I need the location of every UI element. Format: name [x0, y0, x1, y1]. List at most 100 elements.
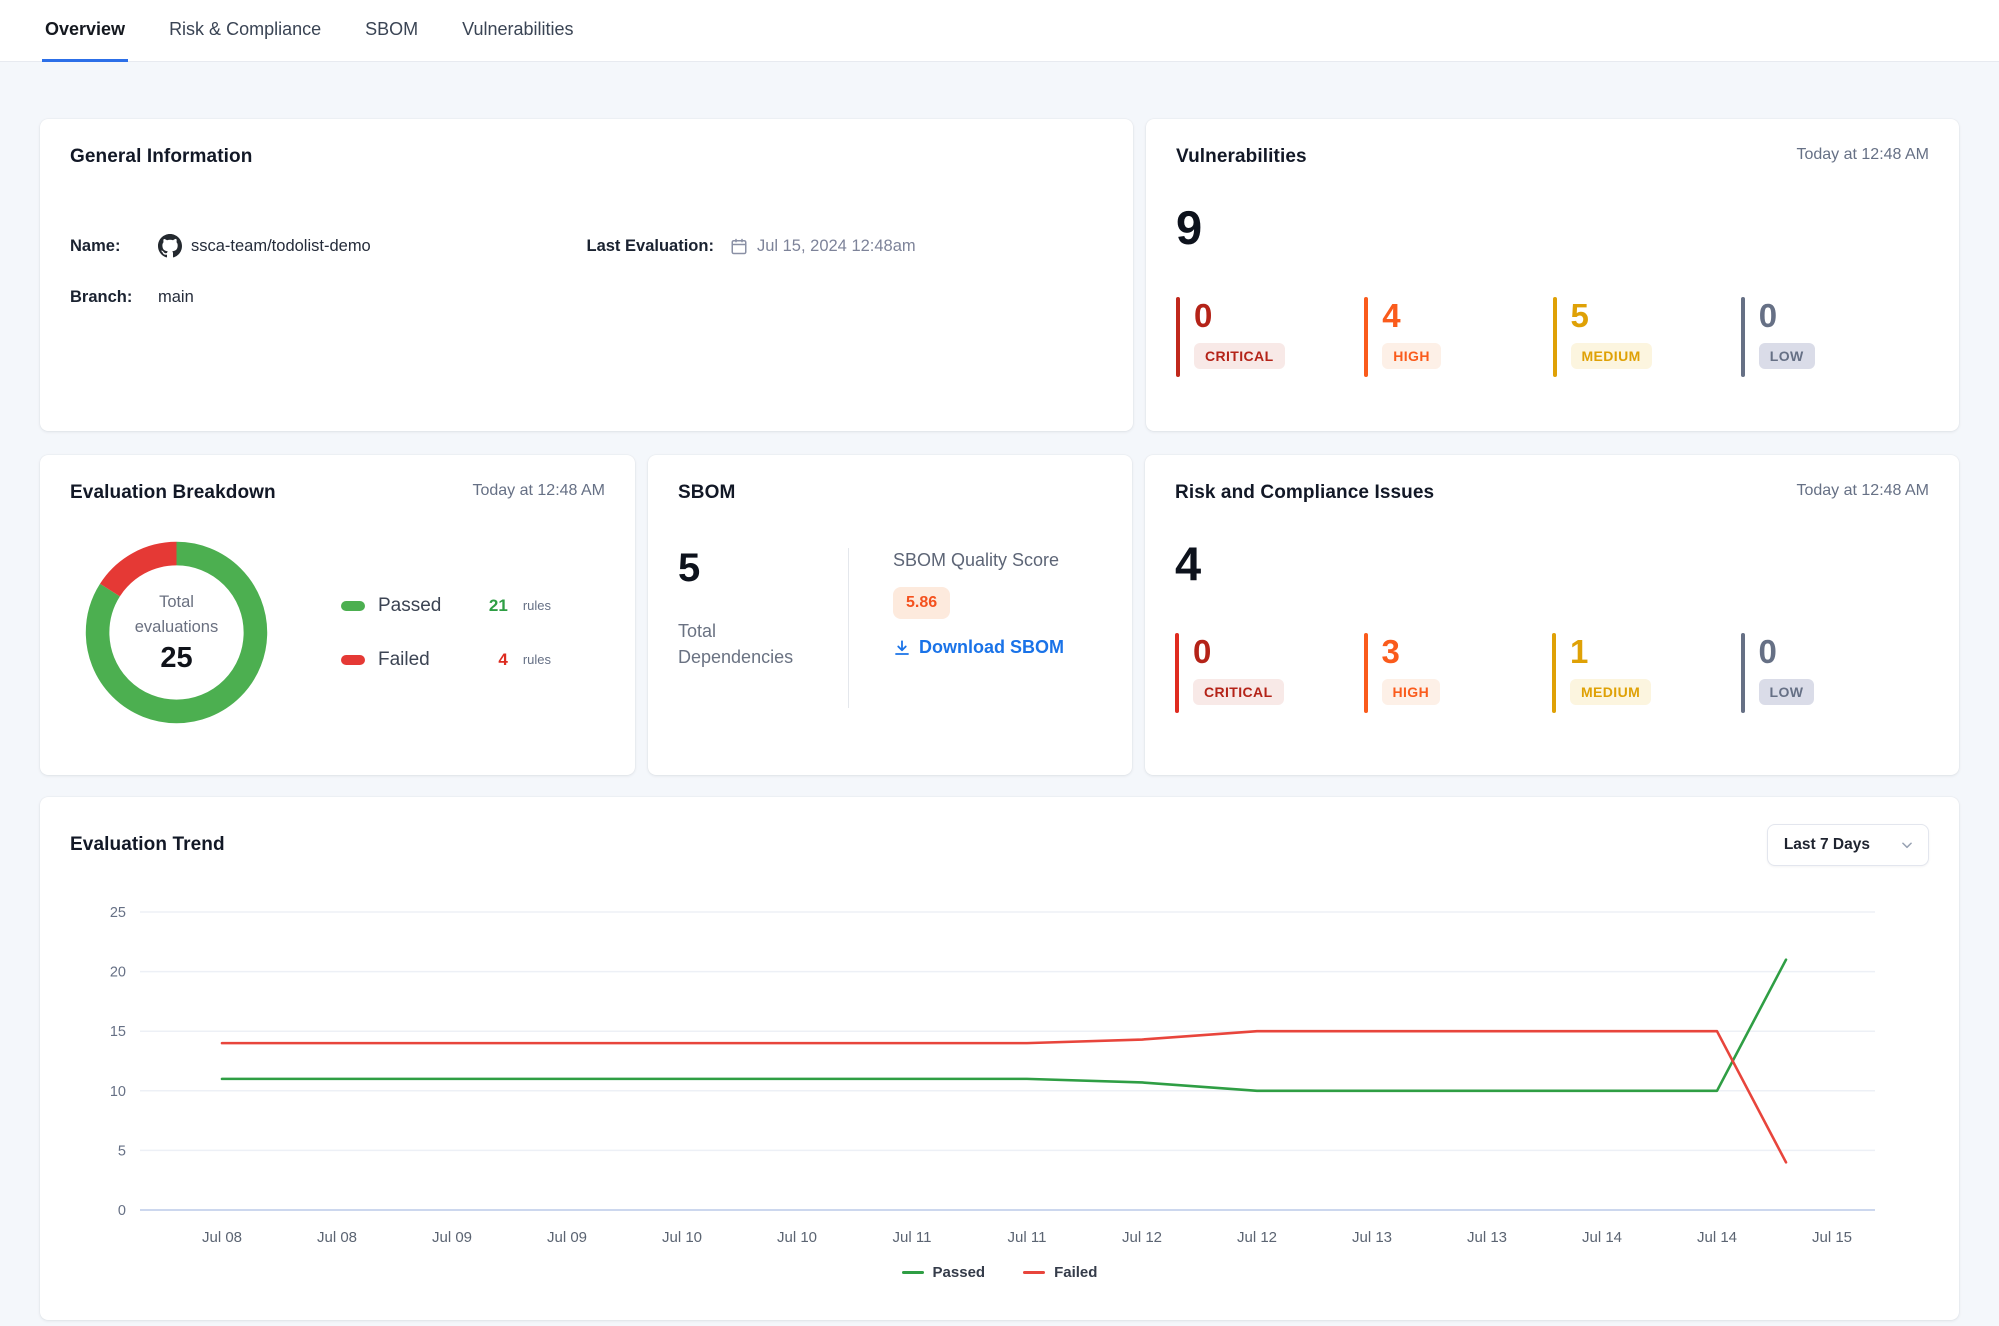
severity-badge: CRITICAL — [1193, 679, 1284, 705]
svg-text:Jul 10: Jul 10 — [777, 1229, 817, 1246]
trend-legend-label: Failed — [1054, 1264, 1098, 1281]
sbom-divider — [848, 548, 849, 708]
trend-chart: 0 5 10 15 20 25 Jul 08 Jul 08 Jul 09 Jul 09 Jul 10… — [70, 892, 1929, 1260]
severity-bar — [1175, 633, 1179, 713]
page-content: General Information Name: ssca-team/todo… — [0, 119, 1999, 1320]
vulnerabilities-severity-row: 0 CRITICAL 4 HIGH 5 MEDIUM 0 LOW — [1176, 297, 1929, 377]
tab-sbom[interactable]: SBOM — [365, 19, 419, 39]
svg-text:Jul 14: Jul 14 — [1582, 1229, 1622, 1246]
severity-count: 4 — [1382, 297, 1401, 334]
sbom-title: SBOM — [678, 482, 736, 503]
risk-compliance-card: Risk and Compliance Issues Today at 12:4… — [1145, 455, 1959, 775]
donut-center-label: Total evaluations — [134, 592, 219, 636]
last-evaluation-value: Jul 15, 2024 12:48am — [756, 236, 916, 255]
total-dependencies-value: 5 — [678, 546, 701, 590]
severity-badge: CRITICAL — [1194, 343, 1285, 369]
evaluations-donut-chart: Total evaluations 25 — [74, 530, 279, 735]
trend-line-passed — [220, 958, 1788, 1093]
svg-text:0: 0 — [118, 1203, 126, 1219]
tab-risk-compliance[interactable]: Risk & Compliance — [169, 19, 322, 39]
sbom-card: SBOM 5 Total Dependencies SBOM Quality S… — [648, 455, 1132, 775]
severity-bar — [1740, 297, 1745, 377]
svg-text:5: 5 — [118, 1143, 126, 1159]
svg-text:20: 20 — [110, 965, 126, 981]
severity-count: 0 — [1758, 633, 1777, 670]
severity-item-medium: 1 MEDIUM — [1552, 633, 1741, 713]
svg-text:25: 25 — [110, 905, 126, 921]
tab-bar: Overview Risk & Compliance SBOM Vulnerabili… — [0, 0, 1999, 62]
severity-item-critical: 0 CRITICAL — [1176, 297, 1364, 377]
sbom-quality-score-badge: 5.86 — [893, 587, 951, 619]
download-sbom-label: Download SBOM — [919, 637, 1064, 657]
severity-item-high: 3 HIGH — [1363, 633, 1553, 713]
severity-badge: MEDIUM — [1570, 343, 1652, 369]
evaluation-breakdown-card: Evaluation Breakdown Today at 12:48 AM T… — [40, 455, 635, 775]
last-evaluation-row: Last Evaluation: Jul 15, 2024 12:48am — [587, 234, 1104, 258]
donut-total-value: 25 — [160, 642, 193, 675]
severity-count: 3 — [1381, 633, 1400, 670]
svg-text:Jul 10: Jul 10 — [662, 1229, 702, 1246]
severity-count: 0 — [1194, 297, 1213, 334]
risk-severity-row: 0 CRITICAL 3 HIGH 1 MEDIUM 0 LOW — [1175, 633, 1929, 713]
svg-text:Jul 12: Jul 12 — [1122, 1229, 1162, 1246]
repo-name-value: ssca-team/todolist-demo — [191, 236, 371, 255]
svg-text:Jul 11: Jul 11 — [893, 1229, 932, 1246]
vulnerabilities-title: Vulnerabilities — [1176, 146, 1307, 167]
legend-unit: rules — [522, 652, 551, 667]
tab-overview[interactable]: Overview — [42, 0, 129, 62]
vulnerabilities-timestamp: Today at 12:48 AM — [1796, 146, 1929, 163]
severity-badge: HIGH — [1382, 343, 1441, 369]
repo-name-row: Name: ssca-team/todolist-demo — [70, 234, 587, 258]
legend-value: 4 — [498, 649, 508, 669]
severity-bar — [1552, 297, 1557, 377]
evaluation-breakdown-title: Evaluation Breakdown — [70, 482, 276, 503]
trend-legend-failed: Failed — [1023, 1264, 1097, 1281]
legend-label: Failed — [378, 648, 430, 670]
evaluation-breakdown-timestamp: Today at 12:48 AM — [472, 482, 605, 499]
svg-text:Jul 13: Jul 13 — [1352, 1229, 1392, 1246]
tab-vulnerabilities[interactable]: Vulnerabilities — [462, 19, 574, 39]
legend-unit: rules — [522, 598, 551, 613]
severity-badge: MEDIUM — [1570, 679, 1652, 705]
sbom-quality-score-label: SBOM Quality Score — [893, 550, 1060, 570]
risk-compliance-total: 4 — [1175, 537, 1202, 590]
branch-label: Branch: — [70, 288, 133, 306]
trend-legend-passed: Passed — [901, 1264, 986, 1281]
severity-count: 5 — [1570, 297, 1589, 334]
date-range-value: Last 7 Days — [1783, 836, 1870, 853]
vulnerabilities-card: Vulnerabilities Today at 12:48 AM 9 0 CRI… — [1146, 119, 1959, 431]
svg-text:Jul 08: Jul 08 — [317, 1229, 357, 1246]
vulnerabilities-total: 9 — [1176, 201, 1203, 254]
severity-count: 0 — [1193, 633, 1212, 670]
severity-bar — [1176, 297, 1180, 377]
svg-text:15: 15 — [110, 1024, 126, 1040]
svg-text:Jul 13: Jul 13 — [1467, 1229, 1507, 1246]
svg-text:Jul 14: Jul 14 — [1697, 1229, 1737, 1246]
severity-item-high: 4 HIGH — [1364, 297, 1552, 377]
branch-value: main — [158, 288, 194, 306]
svg-text:Jul 11: Jul 11 — [1008, 1229, 1047, 1246]
evaluation-trend-card: Evaluation Trend Last 7 Days 0 5 10 15 20 25 J… — [40, 797, 1959, 1320]
date-range-dropdown[interactable]: Last 7 Days — [1766, 824, 1929, 866]
severity-item-low: 0 LOW — [1740, 297, 1929, 377]
severity-bar — [1552, 633, 1556, 713]
svg-text:Jul 15: Jul 15 — [1812, 1229, 1852, 1246]
risk-compliance-timestamp: Today at 12:48 AM — [1796, 482, 1929, 499]
severity-item-low: 0 LOW — [1740, 633, 1930, 713]
trend-line-failed — [220, 1029, 1788, 1164]
legend-swatch — [341, 654, 365, 665]
severity-item-medium: 5 MEDIUM — [1552, 297, 1741, 377]
chevron-down-icon — [1900, 838, 1914, 852]
general-information-card: General Information Name: ssca-team/todo… — [40, 119, 1133, 431]
download-sbom-link[interactable]: Download SBOM — [893, 637, 1064, 658]
svg-text:Jul 12: Jul 12 — [1237, 1229, 1277, 1246]
legend-row-failed: Failed 4 rules — [341, 649, 551, 671]
legend-label: Passed — [378, 594, 442, 616]
svg-text:Jul 08: Jul 08 — [202, 1229, 242, 1246]
trend-legend-swatch — [901, 1271, 924, 1274]
download-icon — [893, 639, 911, 657]
legend-value: 21 — [488, 595, 508, 615]
trend-legend-label: Passed — [932, 1264, 986, 1281]
severity-count: 0 — [1758, 297, 1778, 334]
